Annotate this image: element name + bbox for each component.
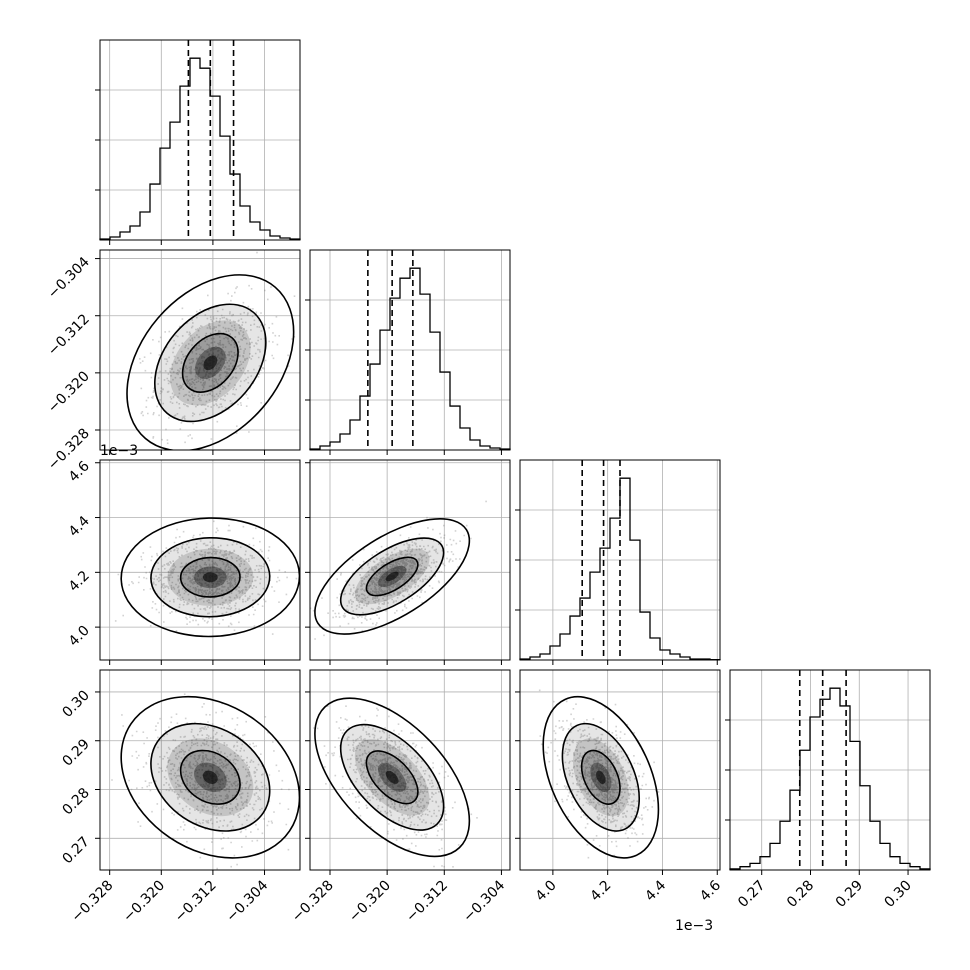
density-fill <box>596 770 606 785</box>
x-tick-label: 0.27 <box>735 878 768 911</box>
scatter-panel-4-3 <box>519 669 721 871</box>
contour-line-2 <box>150 722 271 832</box>
y-tick-label: −0.304 <box>45 254 93 302</box>
hist-panel-2 <box>305 249 511 451</box>
contour-line-3 <box>314 697 471 858</box>
panel-frame <box>729 669 931 871</box>
contour-line-3 <box>126 274 295 450</box>
y-tick-label: 0.29 <box>59 736 92 769</box>
x-tick-label: 4.2 <box>587 878 614 905</box>
contour-line-1 <box>365 750 419 805</box>
panel-frame <box>99 459 301 661</box>
scatter-panel-4-2 <box>309 669 511 871</box>
panel-frame <box>519 669 721 871</box>
panel-frame <box>519 459 721 661</box>
contour-line-2 <box>561 722 641 832</box>
y-tick-label: 0.30 <box>59 687 92 720</box>
scatter-panel-2-1 <box>99 249 301 451</box>
scatter-panel-4-1 <box>99 669 301 871</box>
contour-line-1 <box>580 749 621 805</box>
contour-line-2 <box>150 536 271 618</box>
x-tick-label: 4.6 <box>697 877 724 904</box>
y-tick-label: 4.6 <box>66 458 93 485</box>
panel-frame <box>99 249 301 451</box>
scatter-points <box>111 693 290 870</box>
contour-line-3 <box>314 518 471 635</box>
x-tick-label: −0.312 <box>172 878 220 926</box>
x-tick-label: 0.30 <box>882 878 915 911</box>
x-tick-label: −0.328 <box>289 878 337 926</box>
y-offset-label: 1e−3 <box>100 443 138 459</box>
y-tick-label: 0.28 <box>59 785 92 818</box>
x-tick-label: −0.312 <box>403 878 451 926</box>
contour-line-1 <box>181 332 239 393</box>
hist-step-1 <box>99 57 301 240</box>
contour-line-1 <box>179 556 241 598</box>
panel-frame <box>309 249 511 451</box>
x-tick-label: 4.0 <box>533 878 560 905</box>
x-tick-label: 4.4 <box>642 877 669 904</box>
density-fill <box>202 770 218 785</box>
scatter-panel-3-2 <box>309 459 511 661</box>
x-tick-label: −0.320 <box>120 878 168 926</box>
panel-content <box>100 460 300 660</box>
x-tick-label: −0.304 <box>460 877 508 925</box>
x-tick-label: 0.29 <box>833 878 866 911</box>
density-fill <box>203 355 218 371</box>
y-tick-label: 4.0 <box>66 623 93 650</box>
hist-panel-1 <box>95 39 301 241</box>
y-tick-label: 0.27 <box>59 834 92 867</box>
scatter-panel-3-1 <box>99 459 301 661</box>
hist-step-2 <box>309 267 511 450</box>
panel-content <box>310 670 510 870</box>
contour-line-3 <box>120 517 300 638</box>
contour-line-3 <box>542 695 660 859</box>
x-tick-label: −0.304 <box>223 877 271 925</box>
panel-frame <box>99 669 301 871</box>
y-tick-label: 4.4 <box>66 513 93 540</box>
panel-frame <box>99 39 301 241</box>
x-tick-label: 0.28 <box>784 878 817 911</box>
panel-content <box>520 670 720 870</box>
contour-line-3 <box>120 695 300 859</box>
contour-line-2 <box>154 303 267 423</box>
contour-line-2 <box>339 723 445 831</box>
x-offset-label: 1e−3 <box>675 918 713 934</box>
y-tick-label: −0.320 <box>45 368 93 416</box>
panel-frame <box>309 459 511 661</box>
panel-content <box>100 250 300 450</box>
scatter-points <box>310 500 487 640</box>
contour-line-1 <box>179 749 241 805</box>
density-fill <box>385 770 399 784</box>
x-tick-label: −0.320 <box>346 878 394 926</box>
panel-content <box>310 460 510 660</box>
contour-line-1 <box>365 556 419 597</box>
hist-panel-3 <box>515 459 721 661</box>
density-fill <box>202 572 218 583</box>
y-tick-label: −0.312 <box>45 311 93 359</box>
density-fill <box>385 571 399 582</box>
scatter-points <box>538 689 660 859</box>
hist-step-3 <box>519 477 721 661</box>
panel-frame <box>309 669 511 871</box>
hist-panel-4 <box>725 669 931 871</box>
contour-line-2 <box>339 537 445 616</box>
scatter-points <box>139 251 296 445</box>
x-tick-label: −0.328 <box>69 878 117 926</box>
panel-content <box>100 670 300 870</box>
hist-step-4 <box>729 687 931 870</box>
y-tick-label: 4.2 <box>66 568 93 595</box>
